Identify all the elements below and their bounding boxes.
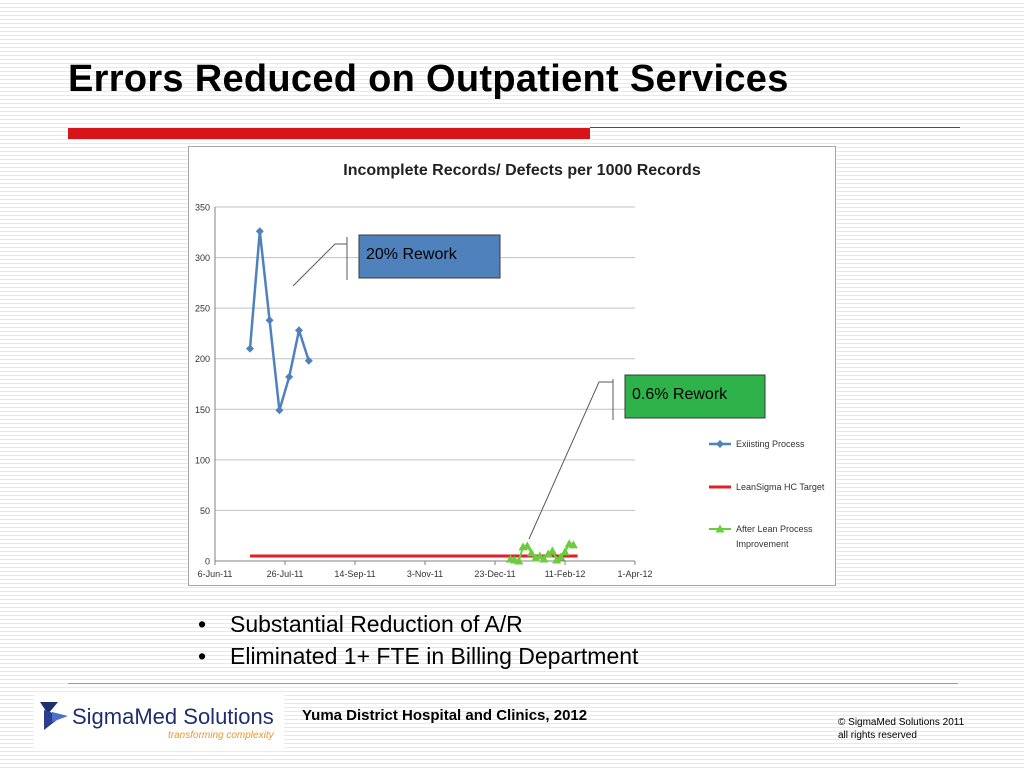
x-tick-label: 26-Jul-11 xyxy=(267,569,304,579)
copyright-line: © SigmaMed Solutions 2011 xyxy=(838,717,965,728)
bullet-text: Eliminated 1+ FTE in Billing Department xyxy=(230,643,639,669)
bullet-item: • Substantial Reduction of A/R xyxy=(198,608,638,640)
data-point-after xyxy=(539,554,549,563)
y-tick-label: 0 xyxy=(205,557,210,567)
x-tick-label: 3-Nov-11 xyxy=(407,569,443,579)
legend-item: Exiisting Process xyxy=(709,439,805,449)
data-point-existing xyxy=(295,326,303,335)
title-underline-line xyxy=(590,127,960,128)
y-tick-label: 100 xyxy=(195,455,210,465)
y-tick-label: 250 xyxy=(195,304,210,314)
data-point-after xyxy=(552,555,562,564)
line-chart: Incomplete Records/ Defects per 1000 Rec… xyxy=(195,162,825,579)
x-tick-label: 14-Sep-11 xyxy=(334,569,375,579)
data-point-after xyxy=(514,556,524,565)
series-line-existing xyxy=(248,231,310,411)
data-point-after xyxy=(560,547,570,556)
sigma-logo-icon xyxy=(40,702,68,730)
bullet-dot: • xyxy=(198,643,207,669)
annotation-text: 0.6% Rework xyxy=(632,386,728,403)
copyright-line: all rights reserved xyxy=(838,730,917,741)
chart-frame: Incomplete Records/ Defects per 1000 Rec… xyxy=(188,146,836,586)
data-point-after xyxy=(543,549,553,558)
legend-label: After Lean Process Improvement xyxy=(736,524,813,549)
data-point-after xyxy=(547,546,557,555)
legend-label: Exiisting Process xyxy=(736,439,805,449)
x-tick-label: 23-Dec-11 xyxy=(474,569,515,579)
y-tick-label: 350 xyxy=(195,203,210,213)
y-tick-label: 200 xyxy=(195,354,210,364)
annotation-text: 20% Rework xyxy=(366,246,458,263)
data-point-after xyxy=(556,552,566,561)
y-tick-label: 50 xyxy=(200,506,210,516)
x-tick-label: 1-Apr-12 xyxy=(617,569,652,579)
data-point-existing xyxy=(255,227,264,236)
data-point-after xyxy=(522,541,532,550)
data-point-existing xyxy=(265,316,274,325)
x-tick-label: 11-Feb-12 xyxy=(545,569,586,579)
logo-name: SigmaMed Solutions xyxy=(72,704,274,729)
annotation-box xyxy=(624,374,766,419)
bullet-list: • Substantial Reduction of A/R • Eliminate… xyxy=(198,608,638,672)
y-tick-label: 150 xyxy=(195,405,210,415)
legend-item: After Lean Process Improvement xyxy=(709,524,813,549)
slide-title: Errors Reduced on Outpatient Services xyxy=(68,58,789,100)
company-logo: SigmaMed Solutions transforming complexi… xyxy=(34,694,284,748)
data-point-existing xyxy=(285,372,294,381)
logo-tagline: transforming complexity xyxy=(168,730,274,741)
legend-item: LeanSigma HC Target xyxy=(709,482,825,492)
annotation-box xyxy=(358,234,501,279)
bullet-item: • Eliminated 1+ FTE in Billing Department xyxy=(198,640,638,672)
x-tick-label: 6-Jun-11 xyxy=(198,569,233,579)
annotation-leader xyxy=(528,381,613,540)
data-point-existing xyxy=(304,356,313,365)
legend-marker xyxy=(716,440,724,448)
footer-divider xyxy=(68,683,958,684)
footer-text: Yuma District Hospital and Clinics, 2012 xyxy=(302,707,588,724)
data-point-after xyxy=(535,551,545,560)
data-point-after xyxy=(531,553,541,562)
bullet-dot: • xyxy=(198,611,207,637)
y-tick-label: 300 xyxy=(195,253,210,263)
copyright: © SigmaMed Solutions 2011 all rights res… xyxy=(838,716,964,742)
legend-label: LeanSigma HC Target xyxy=(736,482,825,492)
data-point-after xyxy=(526,548,536,557)
legend-marker xyxy=(715,524,725,533)
data-point-existing xyxy=(275,406,284,415)
chart-title: Incomplete Records/ Defects per 1000 Rec… xyxy=(343,162,701,179)
title-underline-bar xyxy=(68,128,590,139)
data-point-existing xyxy=(246,344,254,353)
annotation-leader xyxy=(292,243,347,287)
data-point-after xyxy=(568,540,578,549)
bullet-text: Substantial Reduction of A/R xyxy=(230,611,523,637)
